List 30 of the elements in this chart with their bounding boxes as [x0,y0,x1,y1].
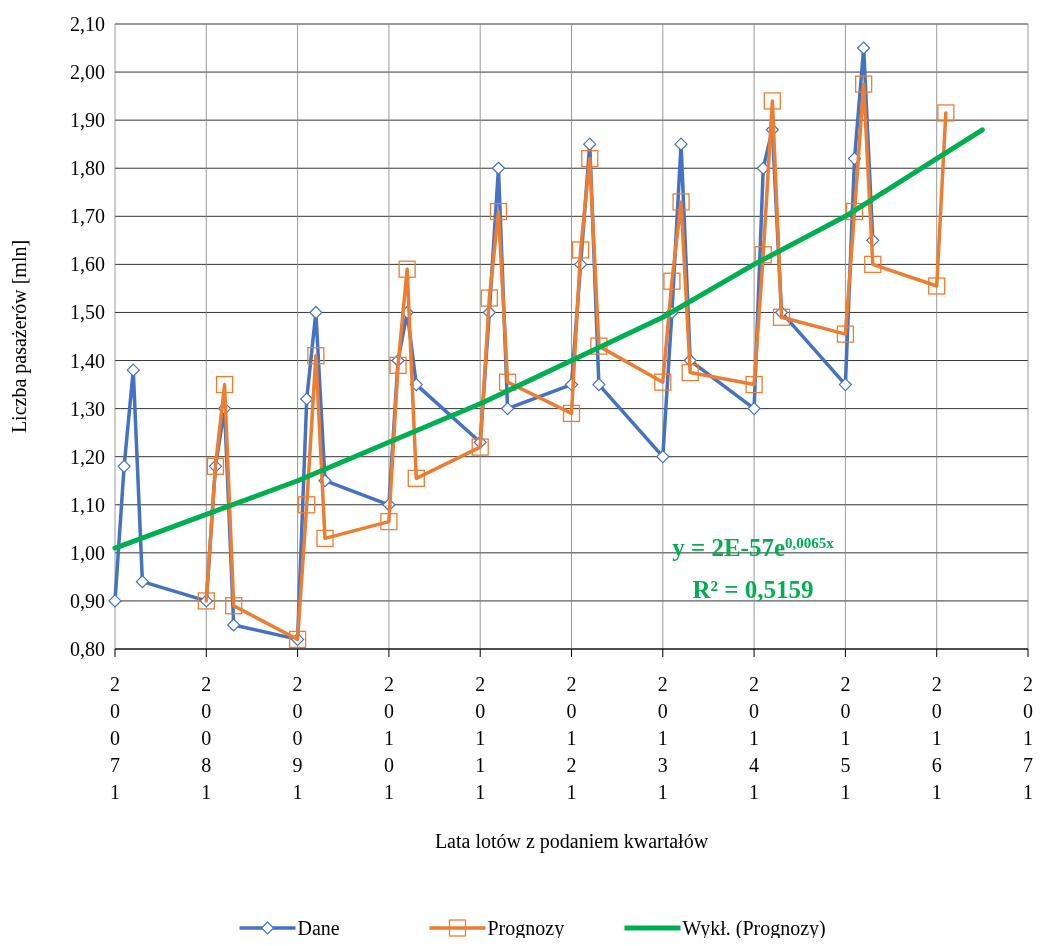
y-tick-label: 1,20 [70,445,105,468]
x-tick-label: 2 0 1 6 1 [931,673,942,803]
y-tick-label: 1,50 [70,301,105,324]
x-tick-label: 2 0 1 7 1 [1023,673,1033,803]
annotation: R² = 0,5159 [692,576,814,603]
y-tick-label: 1,60 [70,253,105,276]
x-tick-label: 2 0 1 3 1 [657,673,668,803]
x-tick-label: 2 0 0 8 1 [201,673,212,803]
y-tick-label: 2,00 [70,61,105,84]
y-tick-label: 1,70 [70,205,105,228]
y-tick-label: 1,10 [70,493,105,516]
y-tick-label: 1,00 [70,541,105,564]
x-tick-label: 2 0 1 1 1 [475,673,486,803]
x-tick-label: 2 0 1 4 1 [749,673,760,803]
y-tick-label: 0,80 [70,638,105,660]
x-tick-label: 2 0 0 9 1 [292,673,303,803]
annotation: y = 2E-57e$^{0,0065x}$ [672,534,835,561]
x-axis-title: Lata lotów z podaniem kwartałów [434,830,709,853]
y-axis-title: Liczba pasażerów [mln] [8,239,31,434]
y-tick-label: 2,10 [70,13,105,35]
y-tick-label: 0,90 [70,589,105,612]
x-tick-label: 2 0 1 2 1 [566,673,577,803]
x-tick-label: 2 0 0 7 1 [110,673,120,803]
legend-label: Dane [297,917,340,939]
y-tick-label: 1,90 [70,109,105,132]
y-tick-label: 1,30 [70,397,105,420]
y-tick-label: 1,40 [70,349,105,372]
x-tick-label: 2 0 1 0 1 [383,673,394,803]
y-tick-label: 1,80 [70,157,105,180]
x-tick-label: 2 0 1 5 1 [840,673,851,803]
